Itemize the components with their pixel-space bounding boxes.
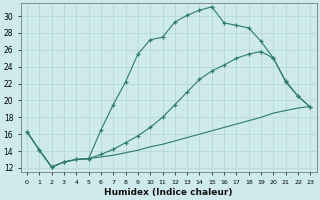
X-axis label: Humidex (Indice chaleur): Humidex (Indice chaleur) <box>104 188 233 197</box>
